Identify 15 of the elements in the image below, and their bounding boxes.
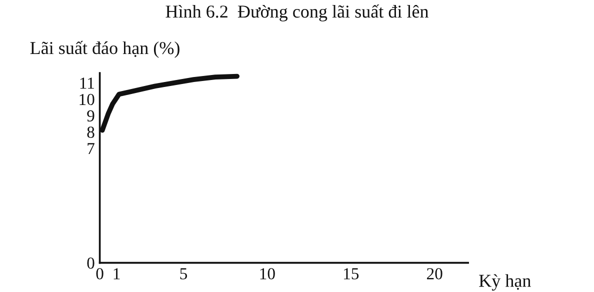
y-tick-label: 9 [87,110,94,122]
x-tick-label: 10 [260,268,275,280]
chart-title: Hình 6.2 Đường cong lãi suất đi lên [166,4,428,22]
y-tick-label: 10 [80,94,94,106]
y-tick-label: 8 [87,126,94,138]
x-tick-label: 0 [96,268,104,280]
y-tick-label: 7 [88,143,94,154]
x-axis-title: Kỳ hạn [479,274,531,291]
y-axis-title: Lãi suất đáo hạn (%) [30,40,180,58]
x-tick-label: 20 [426,268,442,280]
y-tick-label: 0 [87,258,94,269]
x-tick-label: 5 [180,268,188,280]
x-tick-label: 15 [344,268,359,280]
x-tick-label: 1 [114,268,120,280]
y-tick-label: 11 [80,78,94,89]
